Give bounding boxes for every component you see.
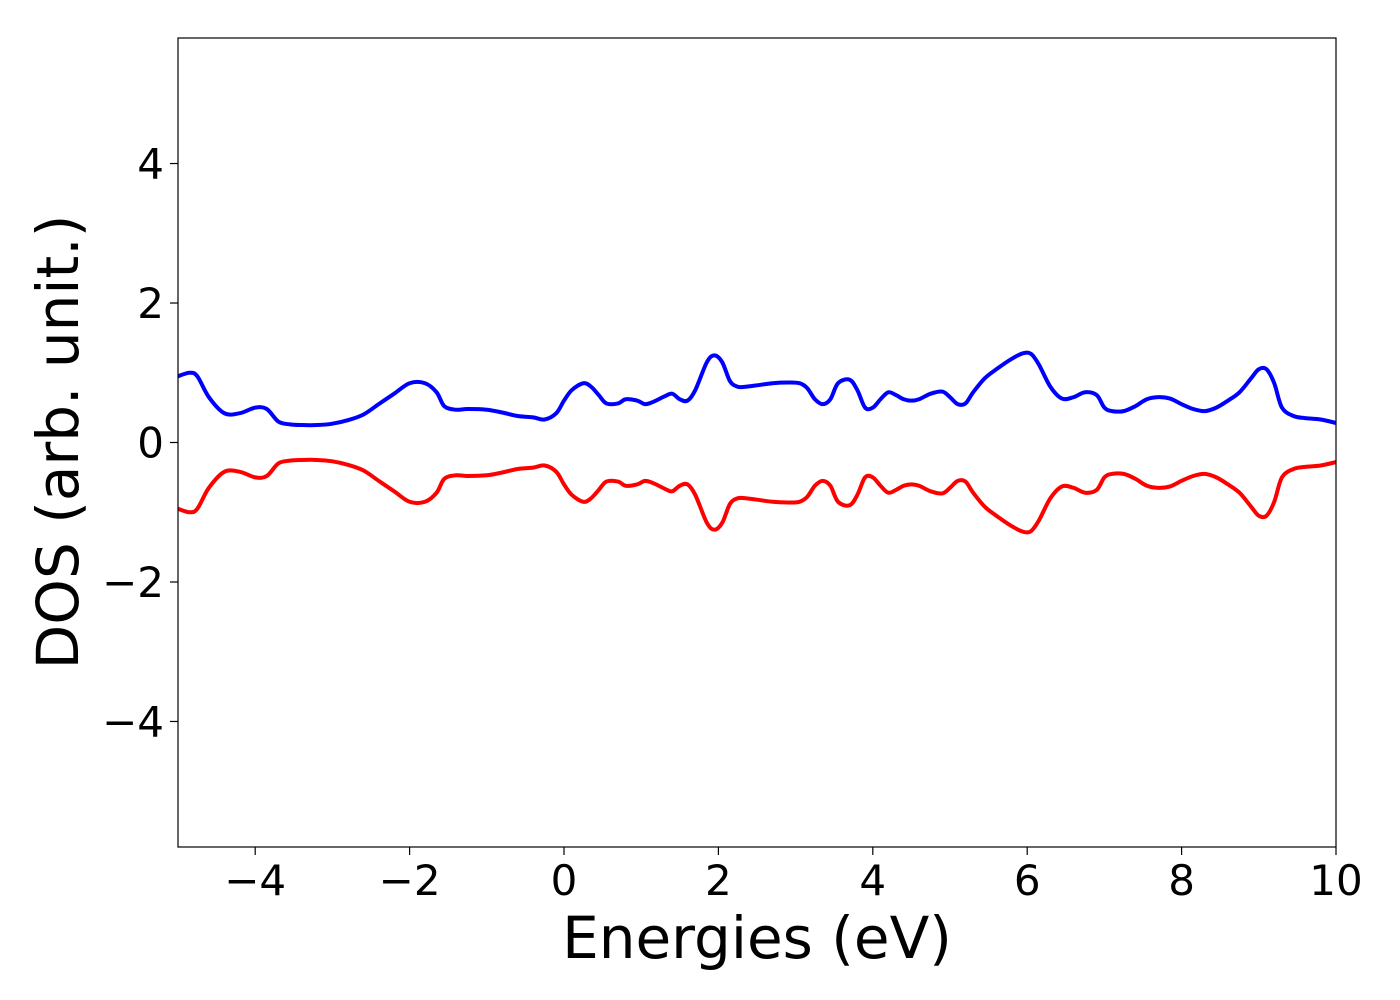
plot-frame (177, 37, 1337, 848)
series-line-up (178, 350, 1336, 428)
y-tick-label: −4 (102, 697, 164, 746)
x-tick-label: −4 (224, 856, 286, 905)
series-layer (178, 350, 1336, 535)
y-axis: −4 −2 0 2 4 (102, 140, 178, 746)
y-tick-label: 0 (137, 419, 164, 468)
x-tick-label: 0 (551, 856, 578, 905)
x-tick-label: −2 (379, 856, 441, 905)
x-tick-label: 8 (1168, 856, 1195, 905)
series-line-down (178, 457, 1336, 535)
x-tick-label: 6 (1014, 856, 1041, 905)
y-tick-label: 4 (137, 140, 164, 189)
x-axis: −4 −2 0 2 4 6 8 10 (224, 847, 1363, 905)
y-tick-label: −2 (102, 558, 164, 607)
x-tick-label: 10 (1309, 856, 1362, 905)
x-tick-label: 2 (705, 856, 732, 905)
y-tick-label: 2 (137, 279, 164, 328)
x-tick-label: 4 (859, 856, 886, 905)
y-axis-title: DOS (arb. unit.) (24, 215, 92, 670)
x-axis-title: Energies (eV) (562, 904, 952, 972)
